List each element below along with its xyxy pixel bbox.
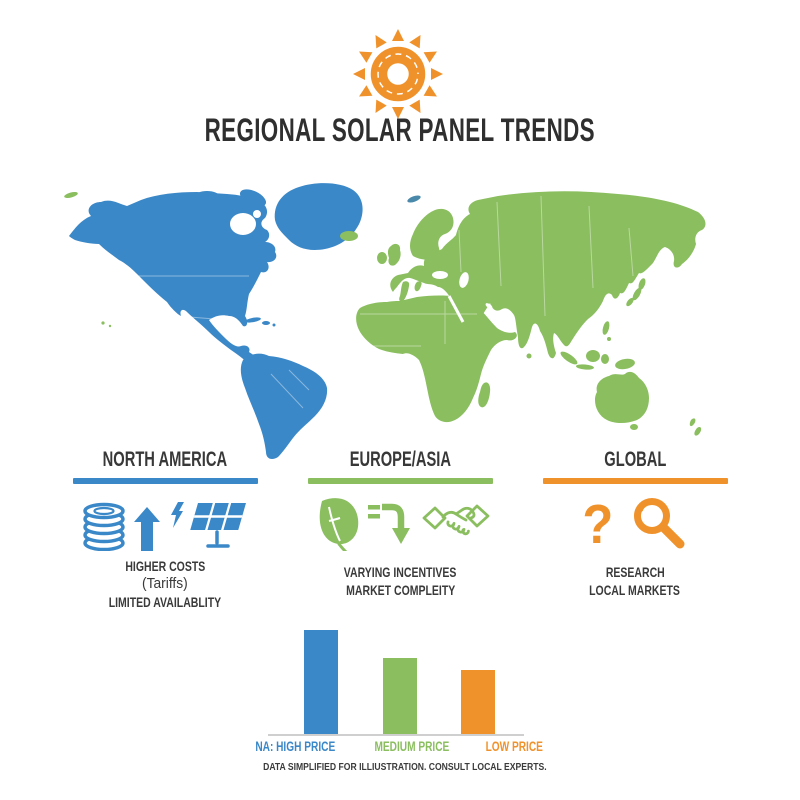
map-old-world: [64, 191, 706, 436]
global-notes: RESEARCH LOCAL MARKETS: [525, 563, 745, 599]
note-line: MARKET COMPLEITY: [345, 582, 456, 598]
north-america-landmass: [69, 192, 277, 377]
question-mark-icon: ?: [582, 492, 614, 555]
section-north-america: NORTH AMERICA: [40, 447, 290, 611]
europe-asia-accent-rule: [308, 478, 493, 484]
hawaii: [101, 321, 105, 325]
australia: [595, 371, 649, 423]
legend-low-price: LOW PRICE: [485, 739, 543, 754]
philippines: [602, 321, 610, 335]
south-america: [240, 353, 328, 460]
section-title: GLOBAL: [603, 448, 667, 471]
scandinavia: [410, 208, 454, 260]
iceland: [340, 231, 358, 241]
europe-asia-notes: VARYING INCENTIVES MARKET COMPLEITY: [287, 563, 514, 599]
baffin-island: [239, 189, 267, 207]
north-america-icons: [40, 493, 290, 551]
section-title: NORTH AMERICA: [102, 448, 228, 471]
section-europe-asia: EUROPE/ASIA: [287, 447, 514, 599]
ireland: [377, 252, 387, 264]
coin-stack-icon: [82, 502, 125, 551]
note-line: (Tariffs): [142, 575, 188, 592]
tasmania: [630, 424, 638, 430]
madagascar: [478, 382, 491, 408]
sumatra: [560, 351, 578, 365]
europe-asia-icons: [287, 493, 514, 551]
sulawesi: [601, 354, 609, 364]
legend-na-high-price: NA: HIGH PRICE: [254, 739, 335, 754]
new-zealand: [694, 426, 702, 436]
japan: [626, 297, 634, 307]
japan: [632, 287, 642, 301]
page-title-text: REGIONAL SOLAR PANEL TRENDS: [204, 112, 596, 148]
bar-low-price: [461, 670, 495, 735]
africa: [356, 295, 517, 423]
page-title: REGIONAL SOLAR PANEL TRENDS: [0, 112, 800, 149]
arctic-island: [195, 191, 219, 201]
new-zealand: [689, 418, 696, 427]
section-title: EUROPE/ASIA: [349, 448, 452, 471]
north-america-notes: HIGHER COSTS (Tariffs) LIMITED AVAILABLI…: [40, 557, 290, 611]
caribbean-island: [272, 323, 276, 327]
bar-medium-price: [383, 658, 417, 735]
java: [576, 364, 594, 370]
north-america-accent-rule: [72, 478, 258, 484]
note-line: LIMITED AVAILABLITY: [108, 594, 222, 610]
arrow-up-icon: [133, 507, 160, 551]
sri-lanka: [526, 353, 532, 359]
solar-panel-icon: [189, 503, 246, 548]
greece: [414, 281, 422, 292]
section-global: GLOBAL ? RESEARCH LOCAL MARKETS: [525, 447, 745, 599]
japan: [638, 278, 646, 290]
pacific-island: [64, 191, 78, 199]
country-borders: [119, 195, 634, 409]
leaf-icon: [319, 498, 358, 551]
map-na-water: [230, 210, 261, 235]
note-line: RESEARCH: [605, 564, 665, 580]
great-britain: [387, 243, 401, 266]
hawaii: [108, 324, 112, 328]
note-line: LOCAL MARKETS: [589, 582, 681, 598]
hispaniola: [262, 321, 270, 325]
sun-gear-icon: [353, 29, 443, 119]
chart-baseline: [268, 734, 524, 736]
philippines: [607, 337, 611, 341]
svalbard: [407, 195, 421, 203]
magnifier-icon: [633, 498, 685, 549]
borneo: [586, 350, 600, 362]
legend-medium-price: MEDIUM PRICE: [374, 739, 450, 754]
greenland: [274, 183, 363, 250]
map-americas: [69, 183, 363, 460]
bar-na-high-price: [304, 630, 338, 735]
map-eurasia-water: [432, 271, 493, 323]
note-line: VARYING INCENTIVES: [344, 564, 457, 580]
handshake-icon: [422, 504, 489, 536]
cuba: [245, 317, 261, 323]
disclaimer: DATA SIMPLIFIED FOR ILLIUSTRATION. CONSU…: [263, 761, 547, 773]
lightning-icon: [170, 502, 184, 528]
world-map: [64, 183, 706, 460]
new-guinea: [615, 358, 635, 370]
arrow-down-icon: [367, 503, 410, 544]
global-icons: ?: [525, 493, 745, 555]
italy: [399, 281, 410, 302]
arctic-island: [219, 202, 235, 210]
global-accent-rule: [542, 478, 728, 484]
chart-legend: NA: HIGH PRICE MEDIUM PRICE LOW PRICE: [0, 739, 794, 754]
note-line: HIGHER COSTS: [125, 558, 205, 574]
